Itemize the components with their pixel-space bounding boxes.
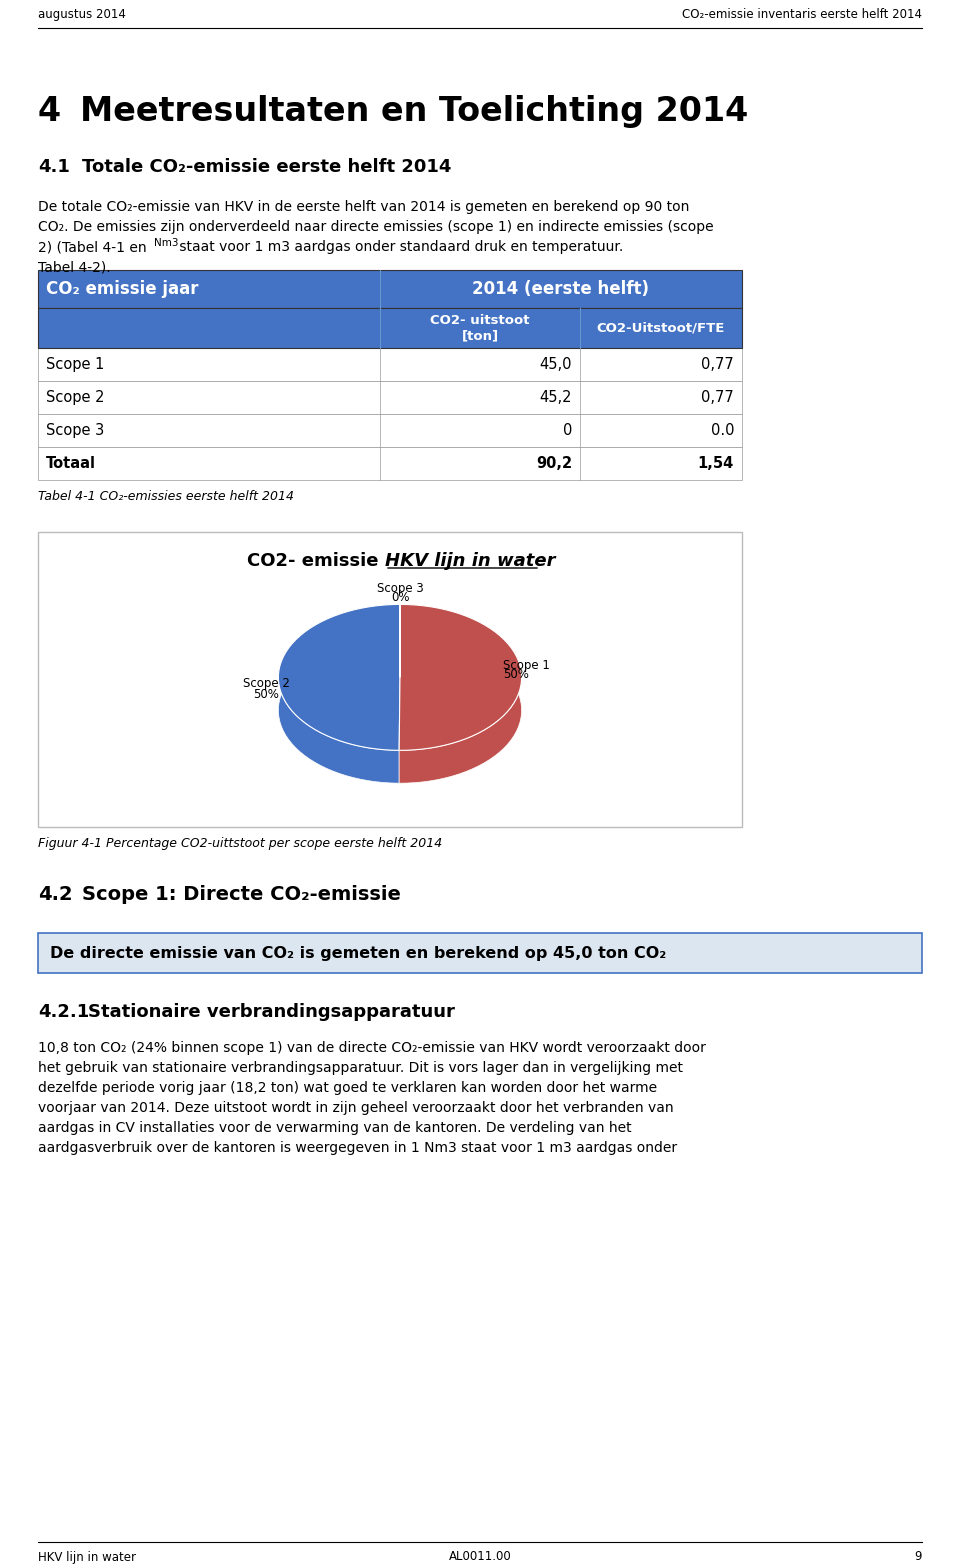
- Text: 50%: 50%: [503, 668, 529, 682]
- Polygon shape: [399, 604, 521, 782]
- Text: De directe emissie van CO₂ is gemeten en berekend op 45,0 ton CO₂: De directe emissie van CO₂ is gemeten en…: [50, 946, 666, 961]
- Polygon shape: [399, 604, 521, 751]
- Text: aardgasverbruik over de kantoren is weergegeven in 1 Nm3 staat voor 1 m3 aardgas: aardgasverbruik over de kantoren is weer…: [38, 1142, 677, 1156]
- Text: CO2- emissie: CO2- emissie: [248, 552, 385, 571]
- Text: 2) (Tabel 4-1 en: 2) (Tabel 4-1 en: [38, 240, 151, 254]
- Bar: [38, 270, 742, 307]
- Text: 9: 9: [915, 1551, 922, 1563]
- Text: 4: 4: [38, 96, 61, 129]
- Text: Scope 3: Scope 3: [46, 423, 105, 437]
- Text: AL0011.00: AL0011.00: [448, 1551, 512, 1563]
- Text: 4.2: 4.2: [38, 884, 73, 905]
- Polygon shape: [278, 604, 400, 782]
- Text: De totale CO₂-emissie van HKV in de eerste helft van 2014 is gemeten en berekend: De totale CO₂-emissie van HKV in de eers…: [38, 201, 689, 213]
- Bar: [38, 414, 742, 447]
- Text: CO₂ emissie jaar: CO₂ emissie jaar: [46, 281, 199, 298]
- Text: Scope 3: Scope 3: [376, 582, 423, 594]
- Text: CO₂-emissie inventaris eerste helft 2014: CO₂-emissie inventaris eerste helft 2014: [682, 8, 922, 20]
- Bar: [38, 933, 922, 974]
- Text: 0,77: 0,77: [701, 390, 734, 405]
- Text: Tabel 4-1 CO₂-emissies eerste helft 2014: Tabel 4-1 CO₂-emissies eerste helft 2014: [38, 491, 294, 503]
- Text: 0.0: 0.0: [710, 423, 734, 437]
- Bar: [38, 447, 742, 480]
- Text: voorjaar van 2014. Deze uitstoot wordt in zijn geheel veroorzaakt door het verbr: voorjaar van 2014. Deze uitstoot wordt i…: [38, 1101, 674, 1115]
- Text: Scope 2: Scope 2: [46, 390, 105, 405]
- Bar: [38, 532, 742, 826]
- Text: 4.2.1: 4.2.1: [38, 1004, 89, 1021]
- Text: 45,2: 45,2: [540, 390, 572, 405]
- Bar: [38, 307, 742, 348]
- Text: staat voor 1 m3 aardgas onder standaard druk en temperatuur.: staat voor 1 m3 aardgas onder standaard …: [175, 240, 623, 254]
- Text: Totale CO₂-emissie eerste helft 2014: Totale CO₂-emissie eerste helft 2014: [82, 158, 451, 176]
- Text: Scope 1: Scope 1: [46, 358, 105, 372]
- Text: 0%: 0%: [391, 591, 409, 604]
- Text: 0: 0: [563, 423, 572, 437]
- Bar: [38, 381, 742, 414]
- Text: CO₂. De emissies zijn onderverdeeld naar directe emissies (scope 1) en indirecte: CO₂. De emissies zijn onderverdeeld naar…: [38, 220, 713, 234]
- Text: dezelfde periode vorig jaar (18,2 ton) wat goed te verklaren kan worden door het: dezelfde periode vorig jaar (18,2 ton) w…: [38, 1080, 658, 1094]
- Text: Totaal: Totaal: [46, 456, 96, 470]
- Text: HKV lijn in water: HKV lijn in water: [38, 1551, 136, 1563]
- Text: Stationaire verbrandingsapparatuur: Stationaire verbrandingsapparatuur: [88, 1004, 455, 1021]
- Bar: [38, 348, 742, 381]
- Text: CO2- uitstoot
[ton]: CO2- uitstoot [ton]: [430, 314, 530, 342]
- Text: 2014 (eerste helft): 2014 (eerste helft): [472, 281, 650, 298]
- Text: Scope 1: Directe CO₂-emissie: Scope 1: Directe CO₂-emissie: [82, 884, 401, 905]
- Text: Figuur 4-1 Percentage CO2-uittstoot per scope eerste helft 2014: Figuur 4-1 Percentage CO2-uittstoot per …: [38, 837, 443, 850]
- Text: 90,2: 90,2: [536, 456, 572, 470]
- Text: 0,77: 0,77: [701, 358, 734, 372]
- Text: Tabel 4-2).: Tabel 4-2).: [38, 260, 110, 274]
- Text: aardgas in CV installaties voor de verwarming van de kantoren. De verdeling van : aardgas in CV installaties voor de verwa…: [38, 1121, 632, 1135]
- Text: 45,0: 45,0: [540, 358, 572, 372]
- Text: CO2-Uitstoot/FTE: CO2-Uitstoot/FTE: [597, 321, 725, 334]
- Text: HKV lijn in water: HKV lijn in water: [385, 552, 556, 571]
- Text: augustus 2014: augustus 2014: [38, 8, 126, 20]
- Text: 10,8 ton CO₂ (24% binnen scope 1) van de directe CO₂-emissie van HKV wordt veroo: 10,8 ton CO₂ (24% binnen scope 1) van de…: [38, 1041, 706, 1055]
- Text: 50%: 50%: [253, 688, 279, 701]
- Text: Meetresultaten en Toelichting 2014: Meetresultaten en Toelichting 2014: [80, 96, 748, 129]
- Text: Nm3: Nm3: [154, 238, 179, 248]
- Text: Scope 2: Scope 2: [243, 677, 290, 690]
- Text: 4.1: 4.1: [38, 158, 70, 176]
- Text: 1,54: 1,54: [698, 456, 734, 470]
- Polygon shape: [278, 604, 400, 751]
- Text: Scope 1: Scope 1: [503, 659, 550, 671]
- Text: het gebruik van stationaire verbrandingsapparatuur. Dit is vors lager dan in ver: het gebruik van stationaire verbrandings…: [38, 1062, 683, 1076]
